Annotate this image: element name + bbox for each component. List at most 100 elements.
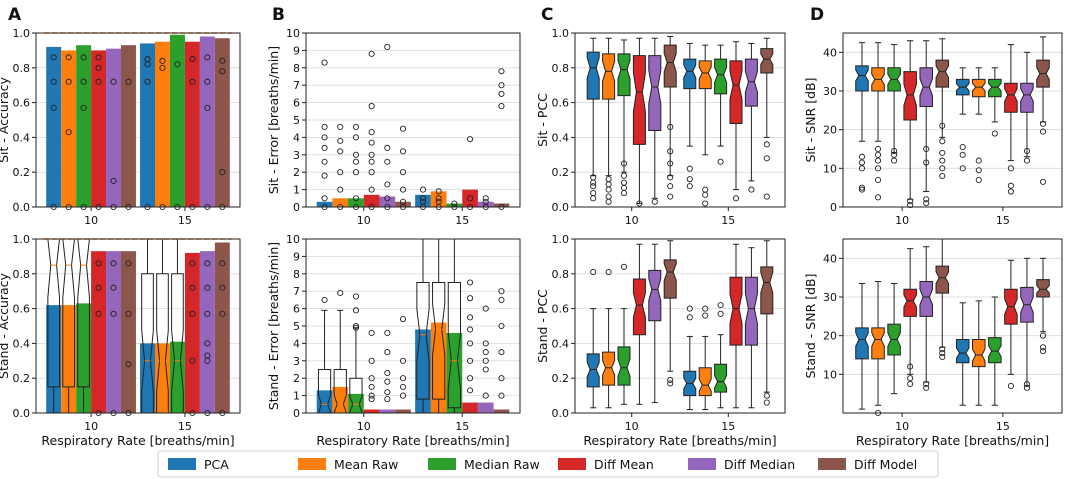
data-point — [50, 54, 57, 61]
data-point — [620, 172, 628, 179]
box-diff-mean — [632, 278, 646, 336]
data-point — [1039, 178, 1047, 185]
box-pca — [855, 327, 869, 360]
x-tick-label: 15 — [721, 214, 735, 227]
y-tick-label: 2 — [293, 372, 300, 385]
data-point — [590, 195, 597, 202]
data-point — [399, 357, 407, 364]
data-point — [110, 310, 117, 317]
y-tick-label: 0.0 — [13, 407, 31, 420]
data-point — [467, 326, 474, 333]
data-point — [125, 310, 132, 317]
data-point — [975, 176, 982, 183]
box-mean-raw — [972, 339, 986, 368]
y-tick-label: 9 — [293, 250, 300, 263]
data-point — [419, 186, 427, 193]
y-tick-label: 0.4 — [552, 131, 570, 144]
data-point — [110, 177, 117, 184]
bar-diff-model — [493, 203, 510, 207]
data-point — [590, 269, 597, 276]
data-point — [991, 130, 998, 137]
data-point — [620, 263, 628, 270]
data-point — [368, 375, 375, 382]
data-point — [368, 103, 375, 110]
panel-letter: A — [8, 5, 22, 25]
data-point — [189, 56, 196, 63]
y-tick-label: 0.6 — [13, 303, 31, 316]
box-diff-median — [744, 58, 758, 107]
data-point — [874, 151, 882, 158]
data-point — [419, 198, 427, 205]
data-point — [352, 195, 359, 202]
bar-mean-raw — [155, 343, 170, 413]
data-point — [605, 176, 612, 183]
box-diff-mean — [1004, 82, 1018, 113]
data-point — [763, 155, 770, 162]
panel-B2: 0 1 2 3 4 5 6 7 8 9 10 10 15 Stand - Error [breaths/m… — [266, 233, 521, 448]
data-point — [1039, 344, 1047, 351]
data-point — [686, 314, 693, 321]
y-tick-label: 0.6 — [552, 303, 570, 316]
data-point — [702, 305, 709, 312]
x-axis-label: Respiratory Rate [breaths/min] — [316, 433, 509, 448]
x-tick-label: 15 — [721, 420, 735, 433]
box-diff-model — [663, 259, 677, 299]
data-point — [384, 43, 391, 50]
data-point — [219, 310, 226, 317]
y-tick-label: 0 — [293, 201, 300, 214]
data-point — [923, 196, 930, 203]
box-diff-mean — [903, 288, 917, 317]
data-point — [159, 64, 166, 71]
axes-frame — [842, 32, 1063, 208]
box-pca — [955, 339, 970, 364]
box-diff-median — [1020, 82, 1034, 113]
data-point — [352, 158, 359, 165]
data-point — [352, 123, 359, 131]
legend-label: Diff Mean — [594, 457, 654, 472]
y-axis-label: Stand - Error [breaths/min] — [266, 242, 281, 410]
data-point — [219, 260, 226, 267]
y-tick-label: 4 — [293, 337, 300, 350]
data-point — [1007, 165, 1014, 172]
data-point — [763, 392, 770, 399]
data-point — [667, 123, 674, 131]
data-point — [399, 315, 407, 323]
y-tick-label: 10 — [286, 233, 300, 246]
y-tick-label: 0.0 — [552, 407, 570, 420]
x-tick-label: 10 — [895, 420, 909, 433]
legend-frame — [157, 450, 939, 478]
data-point — [686, 176, 693, 183]
axes-frame — [305, 238, 521, 414]
data-point — [939, 165, 946, 172]
data-point — [219, 169, 226, 176]
data-point — [125, 361, 132, 368]
data-point — [467, 375, 474, 382]
legend-swatch — [688, 458, 716, 470]
data-point — [467, 357, 474, 364]
axes-frame — [35, 238, 241, 414]
legend-swatch — [298, 458, 326, 470]
box-mean-raw — [698, 367, 712, 397]
data-point — [399, 375, 407, 382]
data-point — [368, 392, 375, 399]
y-tick-label: 5 — [293, 320, 300, 333]
bar-diff-median — [379, 409, 396, 413]
bar-pca — [316, 390, 333, 413]
legend-item: Diff Median — [688, 457, 795, 472]
data-point — [110, 78, 117, 85]
x-tick-label: 10 — [895, 214, 909, 227]
y-tick-label: 6 — [293, 97, 300, 110]
bar-diff-mean — [363, 194, 380, 207]
data-point — [368, 186, 375, 193]
x-axis-label: Respiratory Rate [breaths/min] — [41, 433, 234, 448]
data-point — [858, 159, 866, 166]
x-tick-label: 15 — [455, 214, 469, 227]
y-tick-label: 0.0 — [13, 201, 31, 214]
y-tick-label: 10 — [286, 27, 300, 40]
data-point — [923, 145, 930, 153]
y-tick-label: 0.4 — [13, 337, 31, 350]
data-point — [321, 158, 328, 165]
y-axis-label: Sit - Error [breaths/min] — [266, 46, 281, 194]
data-point — [368, 396, 375, 403]
data-point — [732, 195, 740, 202]
